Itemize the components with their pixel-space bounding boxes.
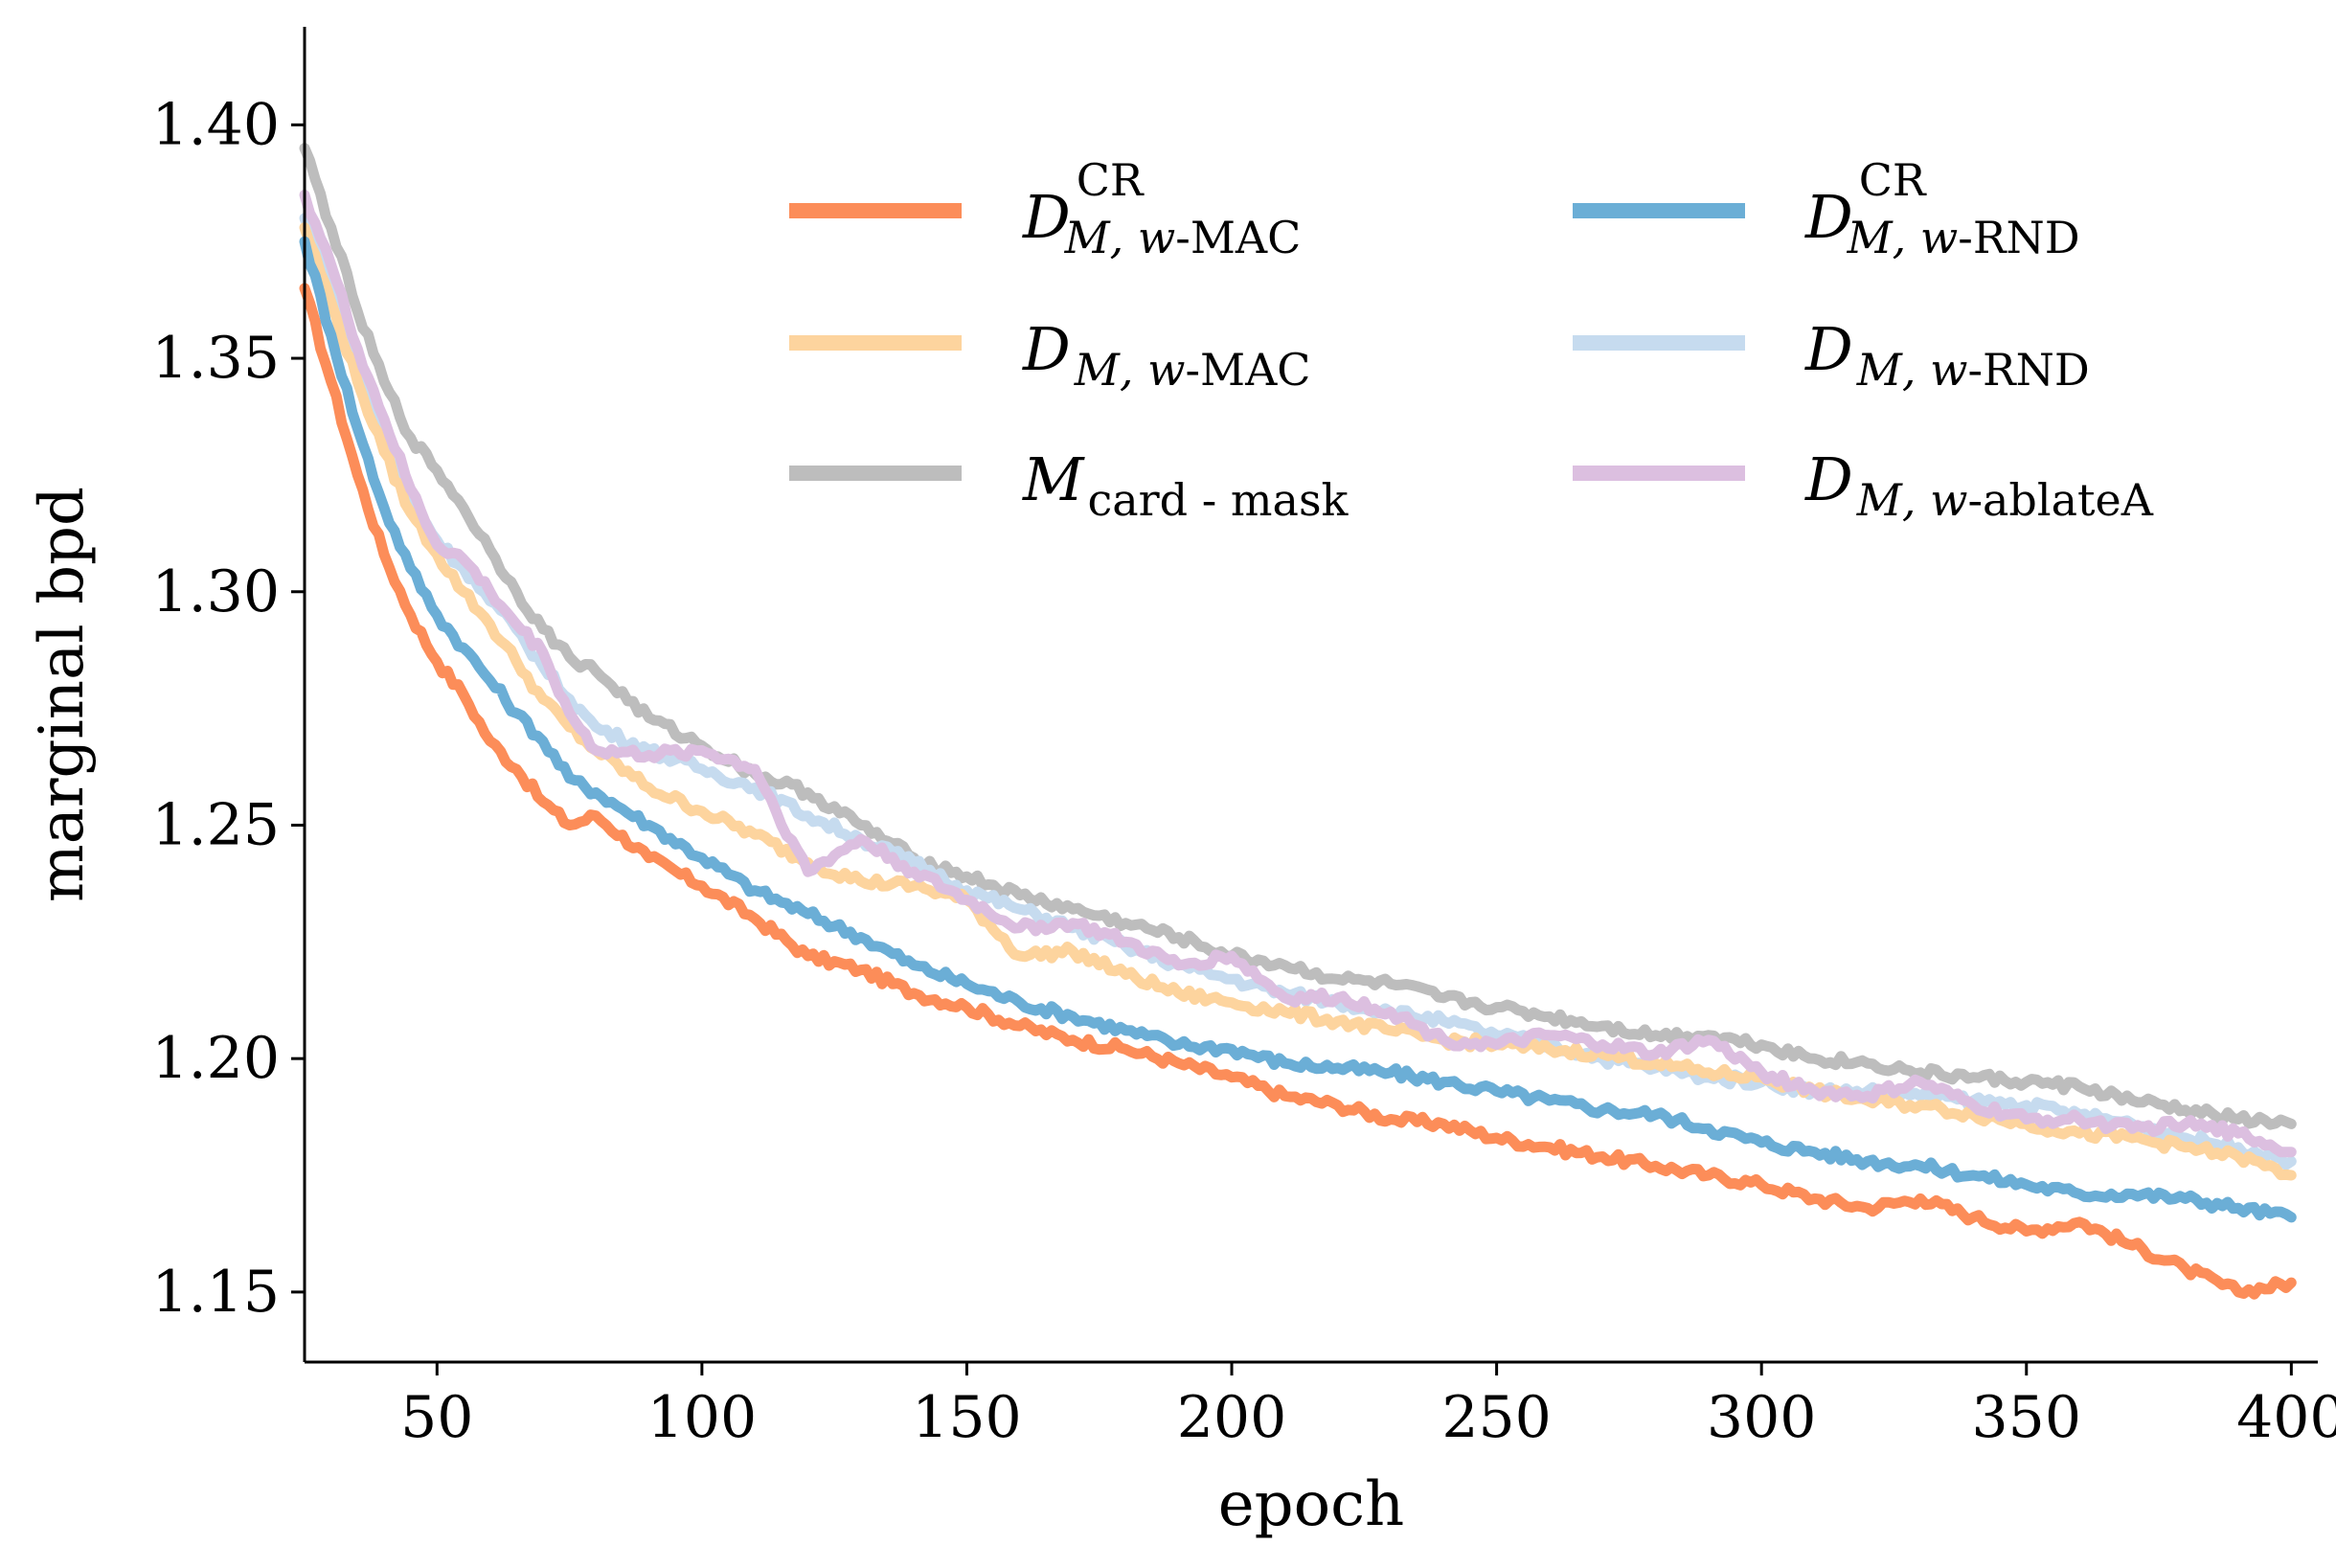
legend-symbol: D bbox=[1804, 314, 1853, 384]
legend-superscript: CR bbox=[1077, 154, 1145, 206]
legend-label-5: DM, w-ablateA bbox=[1804, 444, 2154, 526]
y-tick-label: 1.35 bbox=[151, 325, 280, 392]
legend-subscript: card - mask bbox=[1087, 474, 1349, 526]
y-tick-label: 1.20 bbox=[151, 1025, 280, 1092]
legend-symbol: D bbox=[1022, 182, 1071, 252]
y-axis-title: marginal bpd bbox=[27, 487, 98, 902]
legend-symbol: D bbox=[1022, 314, 1071, 384]
x-axis-title: epoch bbox=[1218, 1469, 1404, 1540]
x-tick-label: 150 bbox=[912, 1384, 1022, 1451]
legend-label-3: DM, w-RND bbox=[1804, 314, 2090, 396]
series-line-2 bbox=[299, 222, 2297, 1181]
legend-label-4: Mcard - mask bbox=[1022, 444, 1349, 526]
series-line-4 bbox=[299, 143, 2297, 1130]
y-tick-label: 1.40 bbox=[151, 91, 280, 158]
legend-label-1: DCR M, w-RND bbox=[1804, 154, 2080, 263]
legend-label-2: DM, w-MAC bbox=[1022, 314, 1311, 396]
legend-symbol: D bbox=[1804, 444, 1853, 514]
legend-subscript: M, w bbox=[1847, 212, 1959, 263]
series-layer bbox=[299, 143, 2297, 1300]
x-tick-label: 200 bbox=[1177, 1384, 1287, 1451]
legend-symbol: D bbox=[1804, 182, 1853, 252]
x-tick-label: 350 bbox=[1971, 1384, 2081, 1451]
series-line-1 bbox=[299, 236, 2297, 1223]
axes bbox=[303, 27, 2318, 1364]
y-tick-label: 1.15 bbox=[151, 1259, 280, 1326]
series-line-5 bbox=[299, 190, 2297, 1158]
legend-subscript: M, w bbox=[1074, 344, 1186, 396]
series-line-0 bbox=[299, 283, 2297, 1300]
legend-superscript: CR bbox=[1859, 154, 1927, 206]
y-tick-label: 1.25 bbox=[151, 791, 280, 858]
legend-suffix: -RND bbox=[1958, 212, 2079, 263]
legend-label-0: DCR M, w-MAC bbox=[1022, 154, 1301, 263]
x-ticks: 50 100 150 200 250 300 350 400 bbox=[400, 1362, 2336, 1451]
x-tick-label: 400 bbox=[2236, 1384, 2336, 1451]
legend-suffix: -MAC bbox=[1175, 212, 1301, 263]
legend-subscript: M, w bbox=[1064, 212, 1176, 263]
y-tick-label: 1.30 bbox=[151, 558, 280, 625]
legend-subscript: M, w bbox=[1856, 474, 1968, 526]
x-tick-label: 250 bbox=[1441, 1384, 1552, 1451]
x-tick-label: 50 bbox=[400, 1384, 473, 1451]
legend-subscript: M, w bbox=[1856, 344, 1968, 396]
y-ticks: 1.15 1.20 1.25 1.30 1.35 1.40 bbox=[151, 91, 305, 1326]
x-tick-label: 300 bbox=[1707, 1384, 1817, 1451]
legend-suffix: -RND bbox=[1967, 344, 2089, 396]
legend-suffix: -MAC bbox=[1185, 344, 1310, 396]
x-tick-label: 100 bbox=[647, 1384, 758, 1451]
legend-suffix: -ablateA bbox=[1967, 474, 2153, 526]
legend-symbol: M bbox=[1022, 444, 1085, 514]
